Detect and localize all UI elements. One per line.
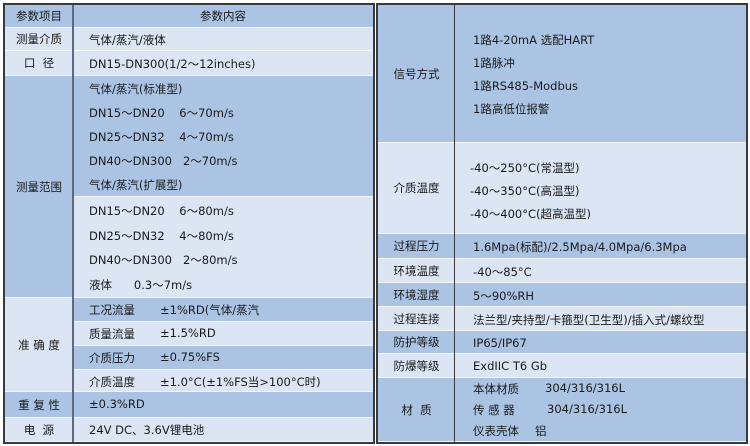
value-power: 24V DC、3.6V锂电池: [89, 423, 205, 437]
accuracy-row: [73, 322, 373, 346]
value-medium: 气体/蒸汽/液体: [89, 33, 166, 47]
row-value: IP65/IP67: [473, 336, 527, 350]
label-diameter: 口 径: [5, 51, 73, 76]
value-medium-cell: [73, 28, 373, 51]
row-value: -40～85°C: [473, 265, 532, 279]
row-label: 环境温度: [378, 259, 455, 283]
row-value: ExdIIC T6 Gb: [473, 359, 548, 373]
range-line: 气体/蒸汽(标准型): [89, 82, 183, 96]
accuracy-value: ±1.5%RD: [160, 326, 216, 340]
row-label: 防爆等级: [378, 354, 455, 378]
header-content: 参数内容: [73, 5, 373, 28]
material-value: 304/316/316L: [547, 402, 628, 416]
row-value-cell: [455, 234, 746, 259]
label-accuracy: 准 确 度: [5, 298, 73, 392]
row-value: 法兰型/夹持型/卡箍型(卫生型)/插入式/螺纹型: [473, 313, 705, 327]
signal-line: 1路高低位报警: [473, 102, 550, 116]
accuracy-value: ±0.75%FS: [160, 350, 220, 364]
row-label: 环境湿度: [378, 283, 455, 307]
accuracy-name: 工况流量: [89, 303, 135, 317]
material-name: 传 感 器: [473, 403, 515, 417]
accuracy-value: ±1.0°C(±1%FS当>100°C时): [160, 375, 321, 389]
row-value: 5～90%RH: [473, 289, 535, 303]
range-line: DN15～DN20 6～80m/s: [89, 204, 234, 218]
range-extended-cell: [73, 197, 373, 298]
row-label: 防护等级: [378, 331, 455, 354]
row-value-cell: [455, 283, 746, 307]
value-diameter-cell: [73, 51, 373, 76]
column-divider: [72, 5, 74, 442]
left-spec-table: 参数项目 参数内容 测量介质 气体/蒸汽/液体口 径 DN15-DN300(1/2～12…: [3, 3, 375, 444]
range-line: DN25～DN32 4～70m/s: [89, 130, 234, 144]
medium-temp-line: -40～250°C(常温型): [470, 161, 580, 175]
range-line: DN40～DN300 2～80m/s: [89, 253, 238, 267]
header-item: 参数项目: [5, 5, 73, 28]
row-value-cell: [455, 307, 746, 331]
value-repeatability: ±0.3%RD: [89, 397, 145, 411]
signal-cell: [455, 5, 746, 143]
range-line: 气体/蒸汽(扩展型): [89, 178, 183, 192]
signal-line: 1路脉冲: [473, 56, 515, 70]
signal-line: 1路4-20mA 选配HART: [473, 33, 595, 47]
row-value-cell: [455, 259, 746, 283]
medium-temp-cell: [455, 143, 746, 234]
accuracy-row: [73, 370, 373, 392]
material-name: 仪表壳体: [473, 424, 519, 438]
material-cell: [455, 378, 746, 442]
medium-temp-line: -40～400°C(超高温型): [470, 207, 591, 221]
range-line: DN15～DN20 6～70m/s: [89, 106, 234, 120]
range-line: 液体 0.3～7m/s: [89, 277, 193, 292]
row-value-cell: [455, 354, 746, 378]
label-range: 测量范围: [5, 76, 73, 298]
value-power-cell: [73, 418, 373, 442]
medium-temp-line: -40～350°C(高温型): [470, 184, 580, 198]
label-signal: 信号方式: [378, 5, 455, 143]
label-repeatability: 重 复 性: [5, 392, 73, 418]
material-name: 本体材质: [473, 382, 519, 396]
accuracy-name: 介质压力: [89, 351, 135, 365]
column-divider: [454, 5, 455, 442]
material-value: 铝: [535, 424, 547, 438]
material-value: 304/316/316L: [545, 381, 626, 395]
row-value-cell: [455, 331, 746, 354]
accuracy-row: [73, 298, 373, 322]
signal-line: 1路RS485-Modbus: [473, 79, 579, 93]
range-standard-cell: [73, 76, 373, 197]
label-material: 材 质: [378, 378, 455, 442]
accuracy-name: 质量流量: [89, 327, 135, 341]
value-diameter: DN15-DN300(1/2～12inches): [89, 57, 256, 71]
row-value: 1.6Mpa(标配)/2.5Mpa/4.0Mpa/6.3Mpa: [473, 240, 687, 254]
accuracy-row: [73, 346, 373, 370]
range-line: DN25～DN32 4～80m/s: [89, 228, 234, 243]
label-medium-temp: 介质温度: [378, 143, 455, 234]
accuracy-value: ±1%RD(气体/蒸汽: [160, 303, 260, 317]
range-line: DN40～DN300 2～70m/s: [89, 154, 238, 168]
row-label: 过程连接: [378, 307, 455, 331]
value-repeatability-cell: [73, 392, 373, 418]
label-medium: 测量介质: [5, 28, 73, 51]
accuracy-name: 介质温度: [89, 375, 135, 389]
right-spec-table: 信号方式 1路4-20mA 选配HART 1路脉冲 1路RS485-Modbus 1路高…: [376, 3, 748, 444]
row-label: 过程压力: [378, 234, 455, 259]
label-power: 电 源: [5, 418, 73, 442]
